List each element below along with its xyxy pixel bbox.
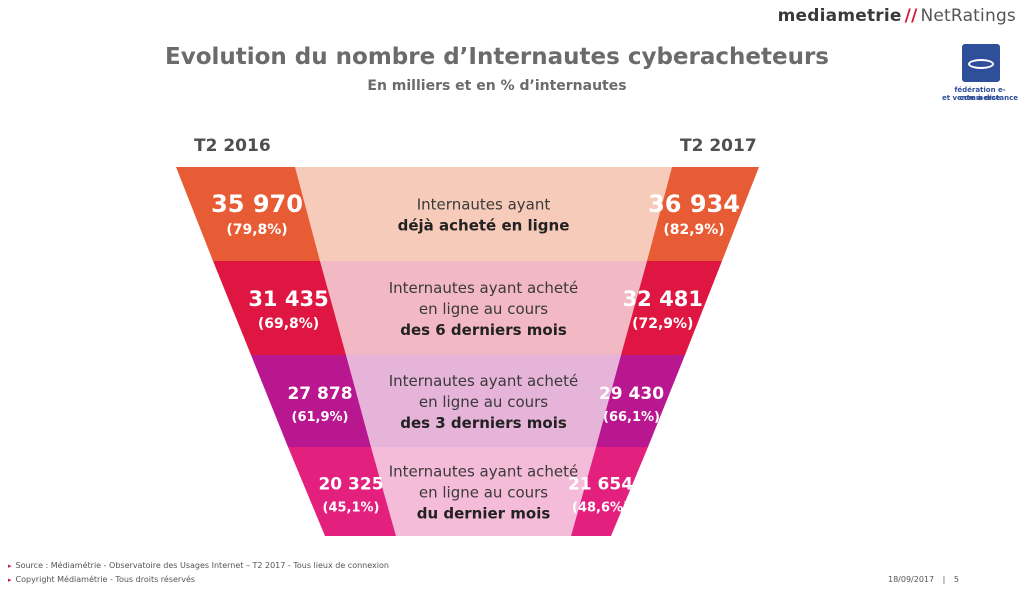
- funnel-center-band-3: [346, 355, 621, 447]
- right-value-2: 32 481: [623, 287, 703, 311]
- footer-source: ▸ Source : Médiamétrie - Observatoire des…: [8, 561, 389, 570]
- right-value-3: 29 430: [599, 384, 664, 404]
- right-percent-4: (48,6%): [572, 501, 629, 516]
- funnel-right-segment-4: [571, 447, 648, 536]
- page-title: Evolution du nombre d’Internautes cybera…: [164, 44, 829, 70]
- right-value-4: 21 654: [568, 475, 633, 495]
- tier-label-3-bold: des 3 derniers mois: [400, 414, 567, 432]
- tier-label-4-bold: du dernier mois: [417, 505, 551, 523]
- right-percent-3: (66,1%): [603, 410, 660, 425]
- funnel-left-segment-3: [251, 355, 371, 447]
- left-percent-2: (69,8%): [258, 316, 319, 332]
- partner-logo-text-1: fédération e-commerce: [954, 86, 1006, 102]
- brand-part2: NetRatings: [920, 6, 1016, 26]
- brand-part1: mediametrie: [777, 6, 902, 26]
- funnel-right-segment-2: [621, 261, 722, 355]
- funnel-center-band-4: [371, 447, 596, 536]
- funnel-right-segment-1: [647, 167, 759, 261]
- funnel-center-band-2: [320, 261, 647, 355]
- partner-logo-text-2: et vente à distance: [941, 94, 1019, 102]
- brand-separator: //: [904, 6, 918, 26]
- page-subtitle: En milliers et en % d’internautes: [367, 78, 627, 94]
- tier-label-2-line-2: en ligne au cours: [419, 300, 548, 318]
- funnel-left-segment-1: [176, 167, 320, 261]
- page-number: 5: [953, 575, 959, 584]
- left-value-4: 20 325: [318, 475, 383, 495]
- tier-label-1-line-1: Internautes ayant: [417, 196, 551, 214]
- fevad-logo-icon: [962, 44, 1000, 82]
- funnel-left-segment-2: [213, 261, 346, 355]
- page-separator: |: [942, 575, 946, 584]
- tier-label-1-bold: déjà acheté en ligne: [398, 217, 570, 235]
- left-value-1: 35 970: [211, 190, 303, 218]
- footer-date-page: 18/09/2017 | 5: [888, 575, 959, 584]
- left-percent-4: (45,1%): [323, 501, 380, 516]
- left-value-2: 31 435: [248, 287, 328, 311]
- source-text: Source : Médiamétrie - Observatoire des …: [15, 561, 389, 570]
- brand-logo: mediametrie//NetRatings: [778, 6, 1016, 26]
- bullet-icon: ▸: [8, 576, 12, 584]
- funnel-left-segment-4: [288, 447, 396, 536]
- funnel-right-segment-3: [596, 355, 685, 447]
- right-percent-2: (72,9%): [632, 316, 693, 332]
- copyright-text: Copyright Médiamétrie - Tous droits rése…: [15, 575, 196, 584]
- period-right: T2 2017: [680, 136, 757, 156]
- right-value-1: 36 934: [648, 190, 740, 218]
- left-value-3: 27 878: [287, 384, 352, 404]
- bullet-icon: ▸: [8, 562, 12, 570]
- tier-label-3-line-1: Internautes ayant acheté: [389, 372, 579, 390]
- left-percent-3: (61,9%): [292, 410, 349, 425]
- period-left: T2 2016: [194, 136, 271, 156]
- funnel-center-band-1: [295, 167, 672, 261]
- right-percent-1: (82,9%): [663, 222, 724, 238]
- footer-copyright: ▸ Copyright Médiamétrie - Tous droits rés…: [8, 575, 195, 584]
- tier-label-2-bold: des 6 derniers mois: [400, 321, 567, 339]
- tier-label-4-line-2: en ligne au cours: [419, 484, 548, 502]
- tier-label-4-line-1: Internautes ayant acheté: [389, 463, 579, 481]
- tier-label-2-line-1: Internautes ayant acheté: [389, 279, 579, 297]
- slide-date: 18/09/2017: [888, 575, 935, 584]
- tier-label-3-line-2: en ligne au cours: [419, 393, 548, 411]
- left-percent-1: (79,8%): [226, 222, 287, 238]
